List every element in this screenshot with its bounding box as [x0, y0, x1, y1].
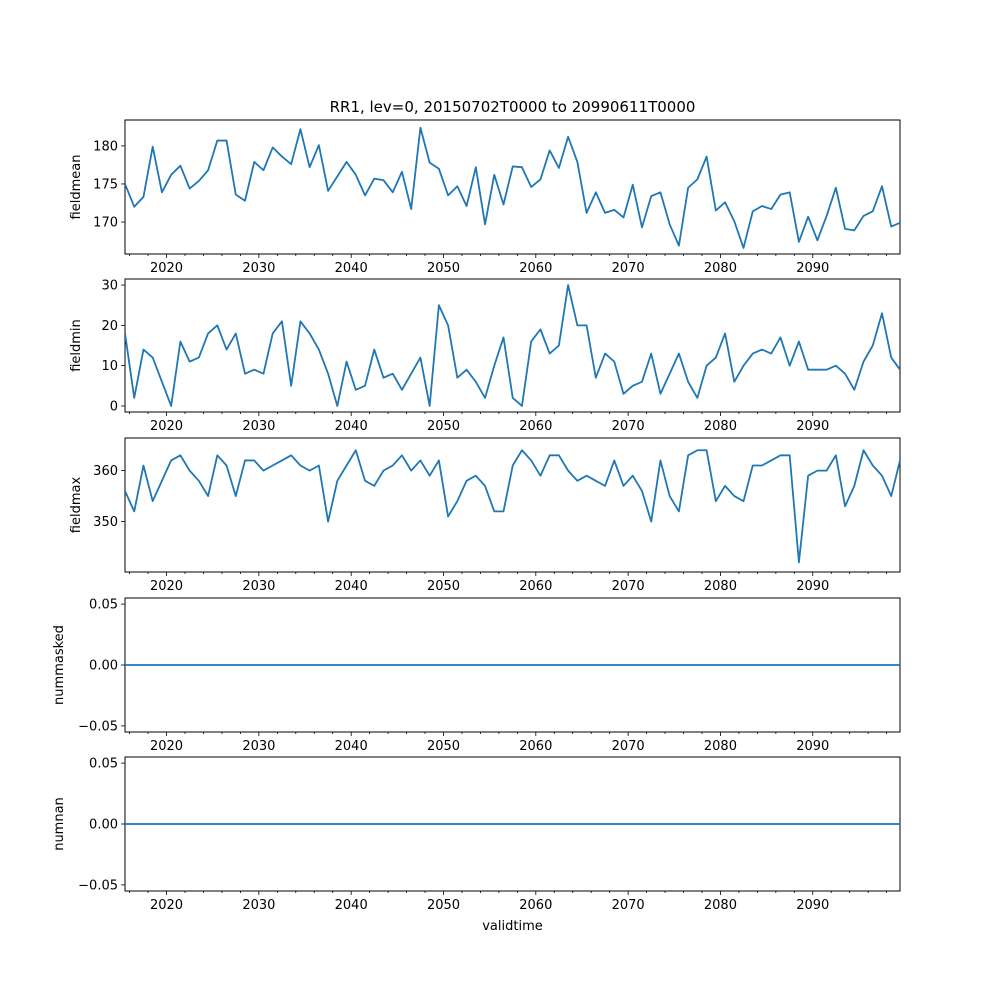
- x-tick-label: 2080: [704, 898, 737, 913]
- x-tick-label: 2060: [519, 419, 552, 434]
- x-tick-label: 2020: [150, 579, 183, 594]
- panel-fieldmean: 2020 2030 2040 2050 2060 2070 2080 2090 170 175 18…: [69, 119, 901, 276]
- x-tick-label: 2030: [242, 579, 275, 594]
- x-tick-label: 2020: [150, 898, 183, 913]
- x-tick-label: 2040: [335, 261, 368, 276]
- x-tick-label: 2040: [335, 579, 368, 594]
- x-tick-label: 2070: [612, 898, 645, 913]
- x-tick-label: 2060: [519, 261, 552, 276]
- y-tick-label: 175: [93, 177, 118, 192]
- x-tick-label: 2030: [242, 898, 275, 913]
- y-tick-label: 170: [93, 216, 118, 231]
- x-tick-label: 2030: [242, 419, 275, 434]
- x-tick-label: 2080: [704, 419, 737, 434]
- x-tick-label: 2040: [335, 739, 368, 754]
- x-tick-label: 2090: [796, 579, 829, 594]
- x-axis-label: validtime: [482, 919, 543, 934]
- y-tick-label: 0.05: [89, 757, 118, 772]
- x-tick-label: 2090: [796, 261, 829, 276]
- axes-frame: [124, 119, 901, 255]
- x-tick-label: 2040: [335, 419, 368, 434]
- y-tick-label: 0: [110, 399, 118, 414]
- series-line-fieldmin: [125, 284, 900, 407]
- y-axis-label: fieldmin: [69, 319, 84, 372]
- y-tick-label: 180: [93, 139, 118, 154]
- x-tick-label: 2080: [704, 579, 737, 594]
- x-tick-label: 2080: [704, 261, 737, 276]
- panel-fieldmin: 2020 2030 2040 2050 2060 2070 2080 20900102030f…: [69, 278, 901, 434]
- y-tick-label: 0.00: [89, 818, 118, 833]
- x-tick-label: 2050: [427, 898, 460, 913]
- x-tick-label: 2060: [519, 739, 552, 754]
- x-tick-label: 2050: [427, 739, 460, 754]
- x-tick-label: 2090: [796, 898, 829, 913]
- x-tick-label: 2070: [612, 579, 645, 594]
- y-axis-label: nummasked: [52, 625, 67, 705]
- axes-frame: [124, 278, 901, 413]
- x-tick-label: 2030: [242, 739, 275, 754]
- y-tick-label: −0.05: [78, 719, 118, 734]
- y-tick-label: 0.00: [89, 659, 118, 674]
- y-tick-label: 20: [101, 319, 118, 334]
- x-tick-label: 2050: [427, 261, 460, 276]
- panel-nummasked: 2020 2030 2040 2050 2060 2070 2080 2090 −0.05 0.0…: [52, 597, 901, 754]
- x-tick-label: 2060: [519, 579, 552, 594]
- y-axis-label: fieldmean: [69, 155, 84, 220]
- panel-numnan: 2020 2030 2040 2050 2060 2070 2080 2090 −0.05 0.0…: [52, 756, 901, 913]
- y-tick-label: 360: [93, 464, 118, 479]
- y-tick-label: 0.05: [89, 598, 118, 613]
- y-axis-label: numnan: [52, 797, 67, 851]
- x-tick-label: 2020: [150, 261, 183, 276]
- x-tick-label: 2050: [427, 579, 460, 594]
- y-tick-label: −0.05: [78, 878, 118, 893]
- y-tick-label: 30: [101, 279, 118, 294]
- x-tick-label: 2050: [427, 419, 460, 434]
- x-tick-label: 2030: [242, 261, 275, 276]
- x-tick-label: 2070: [612, 261, 645, 276]
- y-axis-label: fieldmax: [69, 477, 84, 534]
- figure-title: RR1, lev=0, 20150702T0000 to 20990611T00…: [330, 98, 696, 116]
- series-line-fieldmax: [125, 449, 900, 564]
- x-tick-label: 2060: [519, 898, 552, 913]
- x-tick-label: 2070: [612, 419, 645, 434]
- x-tick-label: 2090: [796, 739, 829, 754]
- x-tick-label: 2040: [335, 898, 368, 913]
- y-tick-label: 350: [93, 515, 118, 530]
- axes-frame: [124, 437, 901, 573]
- x-tick-label: 2020: [150, 739, 183, 754]
- x-tick-label: 2070: [612, 739, 645, 754]
- panel-fieldmax: 2020 2030 2040 2050 2060 2070 2080 2090 350 360 fi…: [69, 437, 901, 594]
- x-tick-label: 2080: [704, 739, 737, 754]
- x-tick-label: 2090: [796, 419, 829, 434]
- x-tick-label: 2020: [150, 419, 183, 434]
- series-line-fieldmean: [125, 126, 900, 249]
- y-tick-label: 10: [101, 359, 118, 374]
